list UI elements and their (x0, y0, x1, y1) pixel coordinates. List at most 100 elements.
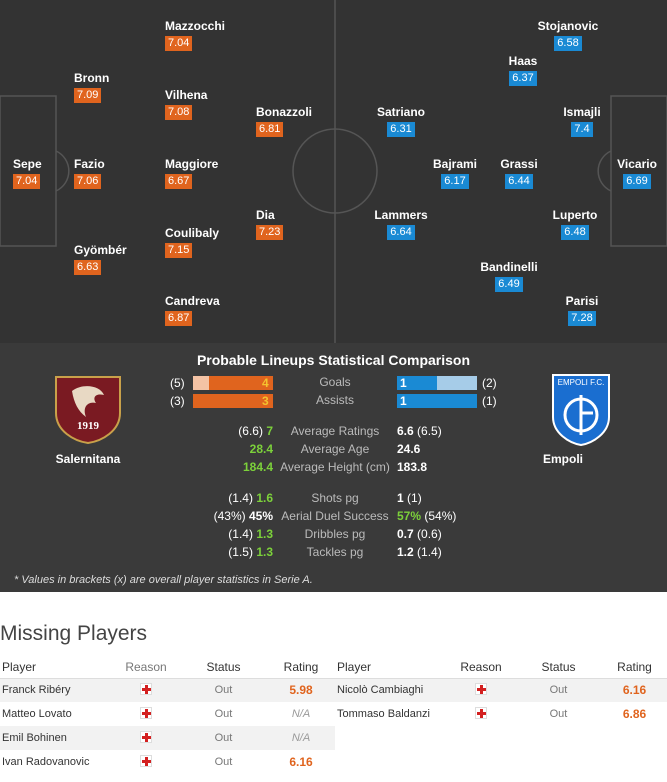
stat-home-value: 1.3 (256, 545, 273, 559)
player-rating: 6.17 (441, 174, 469, 189)
player-rating: N/A (291, 732, 311, 744)
player-name[interactable]: Ivan Radovanovic (2, 756, 90, 768)
away-player-vicario[interactable]: Vicario 6.69 (602, 157, 667, 189)
player-name: Luperto (552, 208, 598, 222)
player-name[interactable]: Franck Ribéry (0, 678, 110, 702)
away-player-parisi[interactable]: Parisi 7.28 (547, 294, 617, 326)
injury-icon (140, 754, 152, 767)
away-assists-bar (397, 394, 477, 408)
stat-away-value: 1.2 (397, 545, 414, 559)
player-name: Maggiore (165, 157, 219, 171)
col-rating: Rating (265, 656, 335, 679)
stat-away-value: 0.7 (397, 527, 414, 541)
away-player-satriano[interactable]: Satriano 6.31 (366, 105, 436, 137)
player-rating: 7.04 (13, 174, 41, 189)
away-player-ismajli[interactable]: Ismajli 7.4 (547, 105, 617, 137)
player-status: Out (515, 678, 600, 702)
player-name: Vicario (617, 157, 657, 171)
player-rating: 6.58 (554, 36, 582, 51)
away-goals-bar (397, 376, 437, 390)
player-rating: 7.06 (74, 174, 102, 189)
table-row[interactable]: Tommaso Baldanzi Out 6.86 (335, 702, 667, 726)
away-player-stojanovic[interactable]: Stojanovic 6.58 (533, 19, 603, 51)
stat-home-value: 7 (266, 424, 273, 438)
table-row[interactable]: Ivan Radovanovic Out 6.16 (0, 750, 335, 774)
player-name: Satriano (376, 105, 425, 119)
player-name[interactable]: Nicolò Cambiaghi (335, 678, 445, 702)
player-name: Fazio (74, 157, 105, 171)
section-title: Missing Players (0, 622, 148, 645)
away-player-haas[interactable]: Haas 6.37 (488, 54, 558, 86)
table-row[interactable]: Matteo Lovato Out N/A (0, 702, 335, 726)
player-rating: 6.63 (74, 260, 102, 275)
player-rating: 5.98 (289, 683, 313, 698)
player-status: Out (549, 708, 568, 720)
player-rating: 6.81 (256, 122, 284, 137)
col-reason: Reason (110, 656, 180, 679)
home-player-candreva[interactable]: Candreva 6.87 (165, 294, 235, 326)
away-player-bajrami[interactable]: Bajrami 6.17 (420, 157, 490, 189)
home-player-dia[interactable]: Dia 7.23 (256, 208, 326, 240)
player-name: Sepe (13, 157, 42, 171)
player-rating: 7.09 (74, 88, 102, 103)
player-rating: 6.87 (165, 311, 193, 326)
away-goals-overall: (2) (482, 376, 497, 390)
player-name: Parisi (565, 294, 599, 308)
stat-home-value: 28.4 (249, 442, 273, 456)
injury-icon (475, 682, 487, 695)
away-player-lammers[interactable]: Lammers 6.64 (366, 208, 436, 240)
player-rating: 7.15 (165, 243, 193, 258)
player-name: Grassi (500, 157, 538, 171)
stat-home-value: 1.6 (256, 491, 273, 505)
home-player-vilhena[interactable]: Vilhena 7.08 (165, 88, 235, 120)
table-row[interactable]: Emil Bohinen Out N/A (0, 726, 335, 750)
home-player-fazio[interactable]: Fazio 7.06 (74, 157, 144, 189)
col-reason: Reason (445, 656, 515, 679)
stat-away-overall: (6.5) (417, 424, 442, 438)
player-rating: 7.4 (571, 122, 593, 137)
player-name: Mazzocchi (165, 19, 226, 33)
player-name: Bandinelli (480, 260, 538, 274)
home-goals-overall: (5) (170, 376, 185, 390)
player-name[interactable]: Matteo Lovato (2, 708, 72, 720)
player-name: Candreva (165, 294, 220, 308)
stat-home-overall: (43%) (213, 509, 246, 523)
home-team-name: Salernitana (55, 452, 121, 466)
home-player-bonazzoli[interactable]: Bonazzoli 6.81 (256, 105, 326, 137)
home-player-mazzocchi[interactable]: Mazzocchi 7.04 (165, 19, 235, 51)
stat-label: Average Height (cm) (280, 460, 390, 474)
col-player: Player (0, 656, 110, 679)
stat-label: Aerial Duel Success (281, 509, 389, 523)
stat-home-overall: (1.4) (228, 491, 253, 505)
player-rating: 7.08 (165, 105, 193, 120)
home-player-bronn[interactable]: Bronn 7.09 (74, 71, 144, 103)
player-rating: 7.04 (165, 36, 193, 51)
player-rating: 6.64 (387, 225, 415, 240)
stat-away-value: 1 (397, 491, 404, 505)
home-player-maggiore[interactable]: Maggiore 6.67 (165, 157, 235, 189)
player-name: Bonazzoli (256, 105, 312, 119)
stat-label: Average Age (300, 442, 370, 456)
player-name: Lammers (374, 208, 428, 222)
home-player-sepe[interactable]: Sepe 7.04 (13, 157, 83, 189)
player-name[interactable]: Emil Bohinen (0, 726, 110, 750)
player-status: Out (180, 678, 265, 702)
player-rating: 6.49 (495, 277, 523, 292)
player-name: Vilhena (165, 88, 208, 102)
injury-icon (140, 706, 152, 719)
table-row[interactable]: Nicolò Cambiaghi Out 6.16 (335, 678, 667, 702)
player-name[interactable]: Tommaso Baldanzi (337, 708, 430, 720)
player-rating: N/A (291, 708, 311, 720)
away-team-name: Empoli (542, 452, 583, 466)
home-player-gyomber[interactable]: Gyömbér 6.63 (74, 243, 144, 275)
away-missing-table: Player Reason Status Rating Nicolò Cambi… (335, 656, 667, 726)
stat-home-value: 184.4 (242, 460, 273, 474)
away-player-bandinelli[interactable]: Bandinelli 6.49 (474, 260, 544, 292)
col-status: Status (180, 656, 265, 679)
away-player-luperto[interactable]: Luperto 6.48 (540, 208, 610, 240)
away-goals-value: 1 (400, 376, 407, 390)
home-player-coulibaly[interactable]: Coulibaly 7.15 (165, 226, 235, 258)
away-player-grassi[interactable]: Grassi 6.44 (484, 157, 554, 189)
salernitana-crest-icon: 1919 (55, 376, 121, 445)
table-row[interactable]: Franck Ribéry Out 5.98 (0, 678, 335, 702)
